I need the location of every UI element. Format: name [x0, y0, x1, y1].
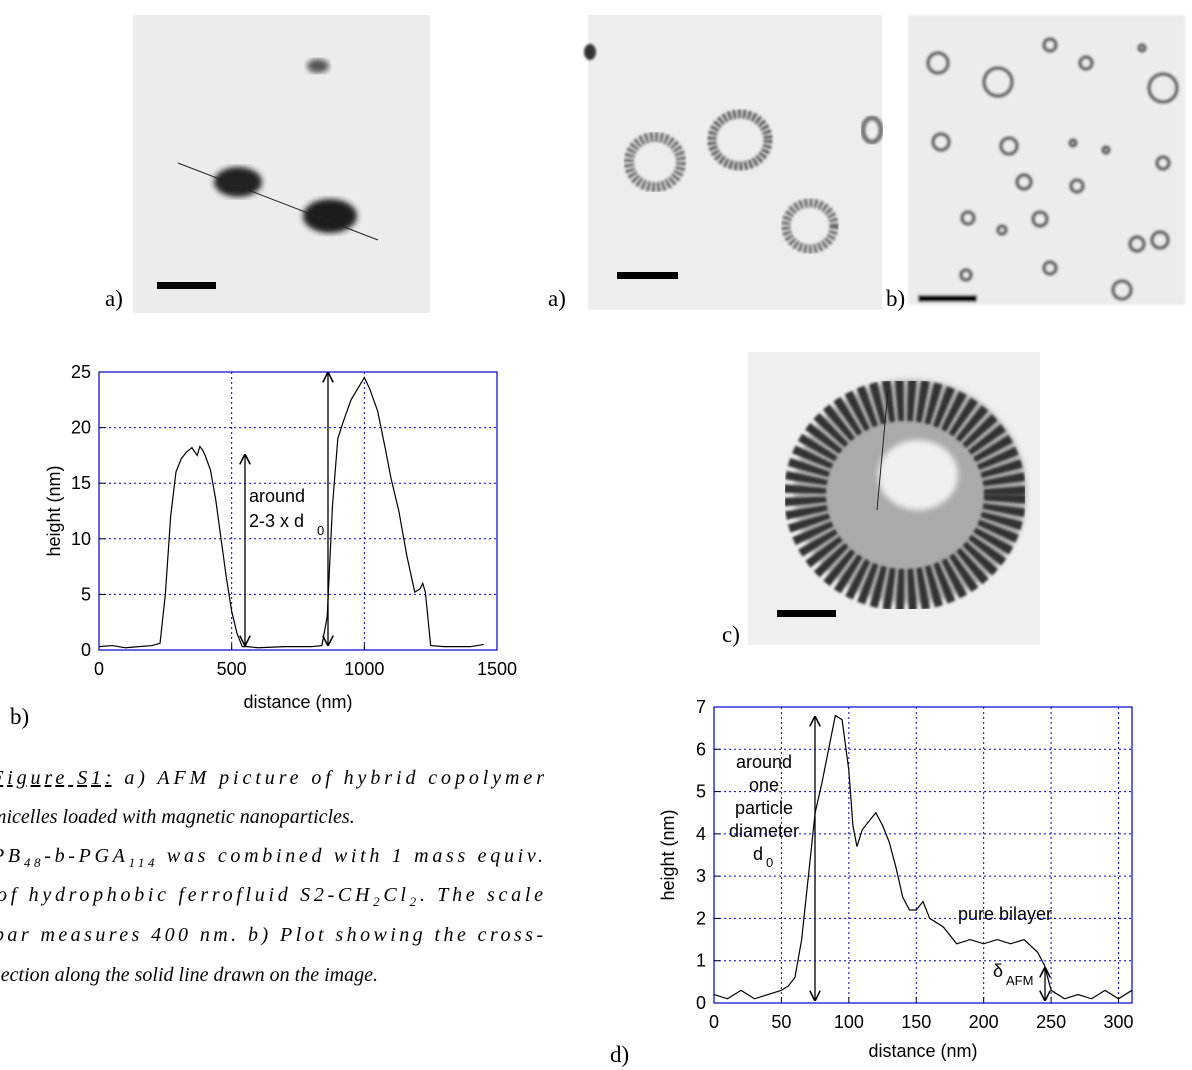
caption-text: Cl — [383, 884, 406, 906]
x-tick-label: 0 — [709, 1012, 719, 1032]
x-tick-label: 300 — [1103, 1012, 1133, 1032]
caption-text: 2 — [373, 894, 380, 909]
data-line — [713, 714, 1133, 1000]
y-tick-label: 25 — [71, 362, 91, 382]
x-tick-label: 200 — [969, 1012, 999, 1032]
y-tick-label: 0 — [81, 640, 91, 660]
caption-line: PB 48-b-PGA 114 was combined with 1 mass e… — [0, 845, 543, 870]
caption-text: -b-PGA — [44, 845, 125, 867]
x-tick-label: 150 — [901, 1012, 931, 1032]
annotation: around — [736, 752, 792, 772]
y-tick-label: 10 — [71, 529, 91, 549]
panel-label: b) — [886, 286, 905, 311]
data-line — [98, 376, 484, 649]
y-tick-label: 1 — [696, 951, 706, 971]
x-tick-label: 1000 — [344, 659, 384, 679]
caption-text: Figure S1: — [0, 767, 112, 789]
caption-text: 48 — [24, 855, 41, 870]
caption-text: 114 — [129, 855, 155, 870]
annotation: AFM — [1006, 973, 1033, 988]
annotation: 0 — [317, 523, 324, 538]
caption-text: micelles loaded with magnetic nanopartic… — [0, 806, 355, 828]
afm-image — [748, 352, 1040, 645]
caption-text: bar measures 400 nm. b) Plot showing the… — [0, 924, 543, 946]
x-tick-label: 250 — [1036, 1012, 1066, 1032]
x-tick-label: 500 — [217, 659, 247, 679]
annotation: 0 — [766, 855, 773, 870]
plot-frame — [713, 706, 1133, 1004]
caption-text: was combined with 1 mass equiv. — [158, 845, 543, 867]
y-tick-label: 7 — [696, 697, 706, 717]
annotation: one — [749, 775, 779, 795]
annotation: d — [753, 844, 763, 864]
y-tick-label: 2 — [696, 908, 706, 928]
panel-label: d) — [610, 1042, 629, 1067]
annotation: particle — [735, 798, 793, 818]
plot-frame — [98, 371, 498, 651]
x-tick-label: 0 — [94, 659, 104, 679]
afm-image — [908, 15, 1185, 305]
afm-image — [584, 15, 884, 310]
y-tick-label: 0 — [696, 993, 706, 1013]
caption-text: a) AFM picture of hybrid copolymer — [115, 767, 544, 789]
x-axis-label: distance (nm) — [243, 692, 352, 712]
x-tick-label: 100 — [834, 1012, 864, 1032]
annotation: around — [249, 486, 305, 506]
y-axis-label: height (nm) — [658, 809, 678, 900]
y-tick-label: 5 — [81, 584, 91, 604]
caption-text: PB — [0, 845, 20, 867]
y-tick-label: 3 — [696, 866, 706, 886]
x-tick-label: 50 — [771, 1012, 791, 1032]
panel-label: c) — [722, 622, 740, 647]
caption-line: section along the solid line drawn on th… — [0, 964, 378, 986]
y-tick-label: 15 — [71, 473, 91, 493]
annotation: δ — [993, 961, 1003, 981]
annotation: pure bilayer — [958, 904, 1052, 924]
caption-line: Figure S1: a) AFM picture of hybrid copo… — [0, 767, 544, 789]
panel-label: a) — [105, 286, 123, 311]
caption-line: micelles loaded with magnetic nanopartic… — [0, 806, 355, 828]
x-tick-label: 1500 — [477, 659, 517, 679]
panel-label: a) — [548, 286, 566, 311]
caption-text: of hydrophobic ferrofluid S2-CH — [0, 884, 371, 906]
y-tick-label: 5 — [696, 782, 706, 802]
afm-image — [133, 15, 430, 313]
y-tick-label: 6 — [696, 739, 706, 759]
caption-text: . The scale — [420, 884, 543, 906]
annotation: diameter — [729, 821, 799, 841]
panel-label: b) — [10, 704, 29, 729]
caption-text: 2 — [410, 894, 417, 909]
x-axis-label: distance (nm) — [868, 1041, 977, 1061]
y-tick-label: 4 — [696, 824, 706, 844]
y-axis-label: height (nm) — [44, 465, 64, 556]
annotation: 2-3 x d — [249, 511, 304, 531]
y-tick-label: 20 — [71, 418, 91, 438]
caption-text: section along the solid line drawn on th… — [0, 964, 378, 986]
caption-line: bar measures 400 nm. b) Plot showing the… — [0, 924, 543, 946]
